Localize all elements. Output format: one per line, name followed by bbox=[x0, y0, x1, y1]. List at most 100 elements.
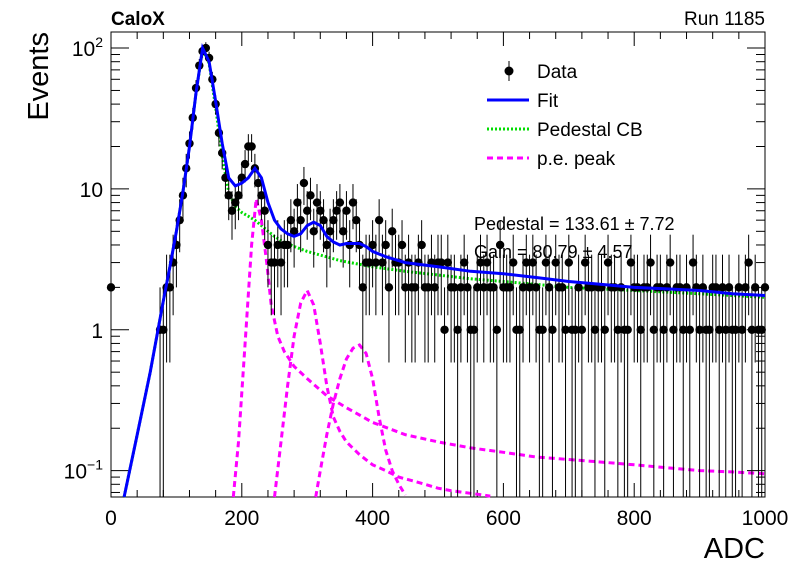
x-tick-label: 1000 bbox=[742, 507, 789, 530]
data-point bbox=[646, 258, 655, 267]
data-point bbox=[253, 178, 263, 188]
data-point bbox=[574, 283, 583, 292]
data-point bbox=[306, 191, 315, 200]
data-point bbox=[473, 283, 482, 292]
data-point bbox=[525, 283, 534, 292]
data-points bbox=[106, 42, 770, 497]
data-point bbox=[734, 283, 744, 292]
data-point bbox=[332, 206, 341, 215]
data-point bbox=[741, 283, 750, 292]
data-point bbox=[600, 325, 609, 334]
data-point bbox=[750, 283, 760, 292]
x-tick-label: 800 bbox=[617, 507, 652, 530]
y-tick-label: 10−1 bbox=[64, 457, 104, 484]
data-point bbox=[509, 258, 518, 267]
data-point bbox=[587, 283, 596, 292]
data-point bbox=[410, 283, 420, 292]
data-point bbox=[319, 215, 328, 225]
data-point bbox=[613, 325, 623, 334]
legend: Data Fit Pedestal CB p.e. peak bbox=[487, 61, 643, 170]
legend-entry-pedestal: Pedestal CB bbox=[487, 120, 643, 141]
data-point bbox=[603, 258, 613, 267]
pe-peak-curve-1 bbox=[231, 198, 766, 498]
legend-label: p.e. peak bbox=[537, 149, 616, 170]
x-tick-label: 400 bbox=[355, 507, 390, 530]
fit-pedestal-text: Pedestal = 133.61 ± 7.72 bbox=[474, 214, 675, 234]
x-tick-label: 200 bbox=[224, 507, 259, 530]
legend-entry-pe: p.e. peak bbox=[487, 149, 616, 170]
data-point bbox=[665, 258, 675, 267]
data-point bbox=[669, 325, 678, 334]
data-point bbox=[492, 325, 502, 334]
data-point bbox=[273, 240, 282, 250]
axes: 0 200 400 600 800 1000 10−1 1 10 102 bbox=[64, 32, 789, 530]
data-point bbox=[744, 258, 753, 267]
data-point bbox=[564, 258, 573, 267]
x-axis-title: ADC bbox=[704, 533, 765, 565]
data-point bbox=[348, 198, 358, 207]
data-point bbox=[430, 283, 439, 292]
data-point bbox=[538, 325, 547, 334]
data-point bbox=[623, 325, 632, 334]
data-point bbox=[757, 325, 766, 334]
data-point bbox=[342, 206, 351, 215]
data-point bbox=[397, 240, 407, 250]
x-tick-label: 0 bbox=[105, 507, 117, 530]
run-label: Run 1185 bbox=[684, 9, 765, 30]
data-point bbox=[463, 283, 472, 292]
data-point bbox=[224, 191, 233, 200]
data-point bbox=[322, 240, 332, 250]
data-point bbox=[476, 258, 485, 267]
data-point bbox=[260, 206, 269, 215]
data-point bbox=[731, 325, 740, 334]
data-point bbox=[303, 206, 312, 215]
data-point bbox=[482, 258, 492, 267]
fit-curve bbox=[122, 43, 766, 498]
data-point bbox=[558, 283, 567, 292]
data-point bbox=[299, 178, 309, 188]
data-point bbox=[518, 283, 528, 292]
data-point bbox=[489, 283, 498, 292]
data-point bbox=[276, 258, 286, 267]
pe-peak-curve-3 bbox=[314, 343, 407, 498]
data-point bbox=[325, 227, 335, 236]
data-point bbox=[685, 325, 694, 334]
data-point bbox=[580, 258, 590, 267]
data-point bbox=[289, 227, 299, 236]
data-point bbox=[695, 325, 704, 334]
data-point bbox=[443, 258, 453, 267]
data-point bbox=[329, 215, 338, 225]
data-point bbox=[440, 325, 449, 334]
data-point bbox=[270, 258, 279, 267]
data-point bbox=[721, 325, 730, 334]
data-point bbox=[649, 325, 659, 334]
data-point bbox=[378, 258, 387, 267]
data-point bbox=[688, 258, 698, 267]
data-point bbox=[561, 325, 570, 334]
data-point bbox=[711, 283, 721, 292]
data-point bbox=[368, 240, 377, 250]
data-point bbox=[240, 159, 250, 169]
data-point bbox=[316, 206, 325, 215]
data-point bbox=[453, 325, 462, 334]
data-point bbox=[469, 325, 479, 334]
data-point bbox=[515, 325, 524, 334]
legend-label: Fit bbox=[537, 91, 559, 112]
data-point bbox=[724, 283, 734, 292]
data-point bbox=[437, 258, 446, 267]
data-point bbox=[718, 283, 727, 292]
data-point bbox=[456, 283, 466, 292]
data-point bbox=[106, 283, 116, 292]
data-point bbox=[423, 283, 433, 292]
data-point bbox=[227, 206, 237, 215]
y-tick-label: 10 bbox=[80, 179, 103, 202]
data-point bbox=[548, 325, 557, 334]
data-point bbox=[309, 227, 318, 236]
data-point bbox=[679, 325, 688, 334]
data-point bbox=[659, 325, 668, 334]
series-layer bbox=[106, 42, 770, 498]
data-point bbox=[352, 215, 361, 225]
data-point bbox=[571, 325, 580, 334]
data-point bbox=[338, 227, 348, 236]
data-point bbox=[760, 283, 770, 292]
